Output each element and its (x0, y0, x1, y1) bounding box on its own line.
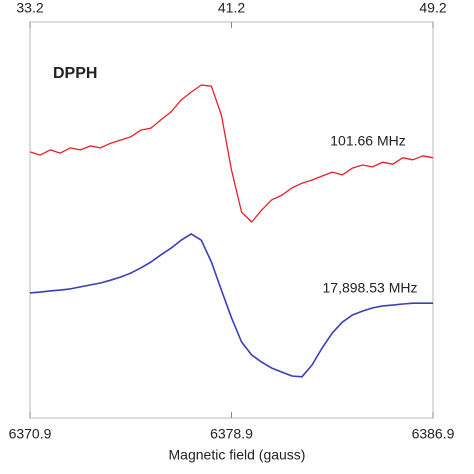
series-label: 101.66 MHz (330, 133, 405, 149)
x2-tick-label: 49.2 (419, 0, 446, 16)
x-tick-label: 6386.9 (412, 426, 455, 442)
x-axis-label: Magnetic field (gauss) (169, 447, 306, 463)
series-line (29, 84, 434, 223)
x2-tick-label: 41.2 (218, 0, 245, 16)
x-tick-label: 6378.9 (210, 426, 253, 442)
x-tick-label: 6370.9 (9, 426, 52, 442)
series-line (29, 233, 433, 378)
chart-title: DPPH (53, 65, 97, 82)
x2-tick-label: 33.2 (16, 0, 43, 16)
series-label: 17,898.53 MHz (323, 280, 418, 296)
